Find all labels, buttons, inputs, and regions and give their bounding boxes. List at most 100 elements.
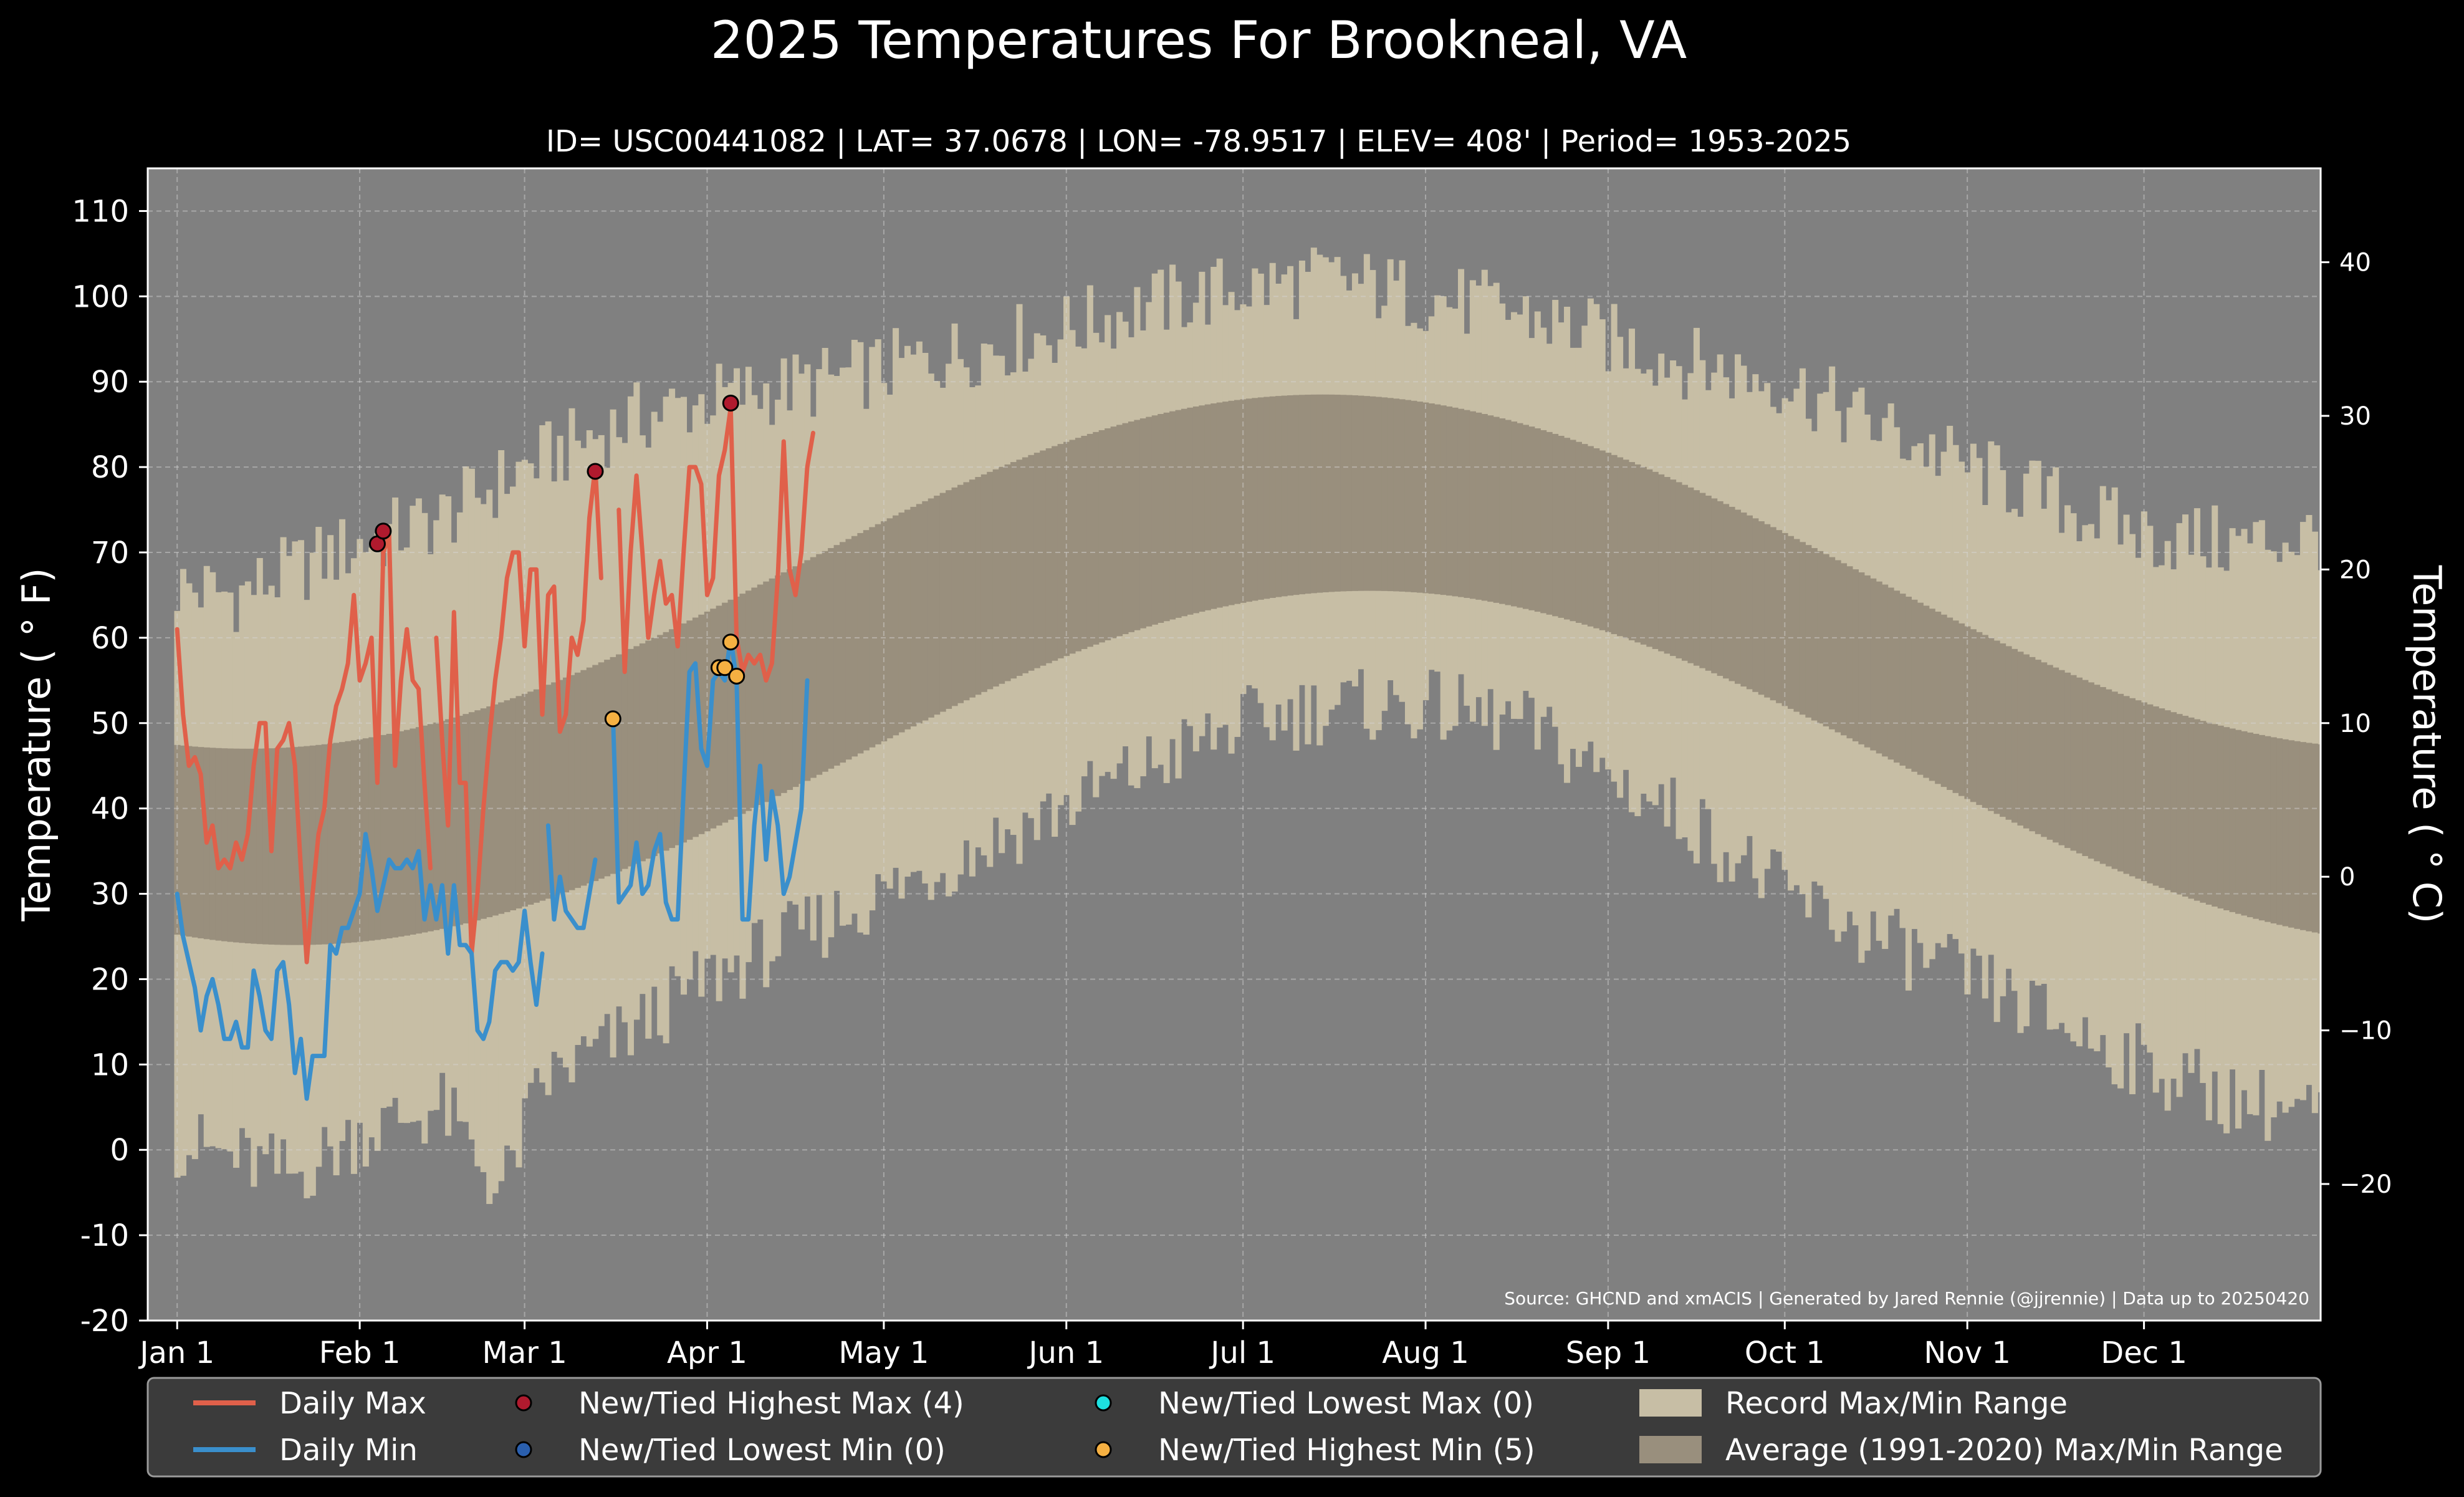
- average-range-bar: [1540, 430, 1547, 614]
- average-range-bar: [1505, 420, 1512, 605]
- average-range-bar: [1158, 413, 1164, 623]
- average-range-bar: [1781, 532, 1788, 706]
- x-tick-label: Aug 1: [1382, 1336, 1469, 1370]
- average-range-bar: [239, 748, 246, 943]
- average-range-bar: [663, 632, 669, 851]
- average-range-bar: [1522, 425, 1529, 609]
- average-range-bar: [840, 542, 846, 763]
- y-axis-left: -20 -10 0 10 20 30 40 50 60 70 80 90 100 110: [72, 194, 148, 1339]
- average-range-bar: [521, 693, 528, 907]
- y-tick-label: 30: [91, 877, 129, 912]
- legend-label-new-tied-highest-max-4: New/Tied Highest Max (4): [578, 1386, 964, 1421]
- average-range-bar: [586, 667, 593, 883]
- average-range-bar: [1446, 406, 1453, 596]
- average-range-bar: [2106, 689, 2112, 867]
- average-range-bar: [1605, 453, 1612, 632]
- average-range-bar: [1517, 423, 1523, 608]
- average-range-bar: [1269, 396, 1276, 598]
- legend-label-new-tied-lowest-max-0: New/Tied Lowest Max (0): [1158, 1386, 1534, 1421]
- average-range-bar: [1964, 626, 1971, 799]
- average-range-bar: [828, 548, 835, 769]
- y-right-tick-label: 30: [2339, 402, 2371, 431]
- average-range-bar: [1705, 495, 1712, 671]
- average-range-bar: [1770, 527, 1776, 701]
- legend-box: [146, 1377, 2322, 1478]
- average-range-bar: [2241, 731, 2248, 916]
- average-range-bar: [757, 584, 764, 806]
- average-range-bar: [669, 629, 676, 849]
- average-range-bar: [1263, 397, 1270, 599]
- x-tick-label: Jun 1: [1027, 1336, 1104, 1370]
- daily-max-line: [616, 405, 815, 683]
- average-range-bar: [1699, 493, 1706, 668]
- average-range-bar: [2253, 733, 2260, 919]
- daily-max-line: [175, 533, 433, 965]
- average-range-bar: [1040, 450, 1047, 666]
- average-range-bar: [2282, 739, 2289, 927]
- average-range-bar: [2200, 721, 2207, 903]
- average-range-bar: [987, 471, 994, 690]
- average-range-bar: [2170, 712, 2177, 893]
- average-range-bar: [893, 515, 899, 736]
- average-range-bar: [557, 680, 563, 895]
- average-range-bar: [2217, 725, 2224, 909]
- average-range-bar: [1045, 448, 1052, 663]
- legend-label-daily-max: Daily Max: [279, 1386, 426, 1421]
- average-range-bar: [1464, 410, 1470, 598]
- average-range-bar: [1587, 446, 1594, 627]
- average-range-bar: [2088, 682, 2094, 859]
- average-range-bar: [1876, 581, 1882, 754]
- x-tick-label: Jan 1: [138, 1336, 214, 1370]
- average-range-bar: [1351, 395, 1358, 591]
- average-range-bar: [1146, 416, 1153, 627]
- average-range-bar: [1817, 551, 1824, 724]
- average-range-bar: [934, 495, 941, 715]
- average-range-bar: [439, 721, 446, 929]
- average-range-bar: [1052, 446, 1058, 661]
- average-range-bar: [722, 602, 729, 823]
- average-range-bar: [769, 578, 775, 799]
- y-right-tick-label: 20: [2339, 556, 2371, 584]
- average-range-bar: [1552, 433, 1559, 617]
- average-range-bar: [1940, 614, 1947, 787]
- average-range-bar: [2159, 708, 2165, 888]
- average-range-bar: [1457, 408, 1465, 597]
- y-right-tick-label: −10: [2339, 1017, 2392, 1046]
- average-range-bar: [286, 747, 293, 945]
- average-range-bar: [1899, 594, 1906, 766]
- average-range-bar: [421, 725, 428, 933]
- average-range-bar: [2029, 657, 2036, 832]
- average-range-bar: [1069, 440, 1076, 654]
- average-range-bar: [2140, 702, 2147, 882]
- plot-frame: [146, 167, 2322, 1322]
- average-range-bar: [1752, 518, 1759, 692]
- average-range-bar: [2058, 670, 2065, 845]
- average-range-bar: [1611, 455, 1618, 635]
- average-range-bar: [398, 731, 405, 937]
- average-range-bar: [1016, 460, 1023, 676]
- average-range-bar: [739, 594, 746, 814]
- average-range-bar: [875, 524, 881, 744]
- average-range-bar: [1776, 530, 1783, 703]
- average-range-bar: [1363, 396, 1370, 591]
- average-range-bar: [186, 746, 193, 937]
- average-range-bar: [657, 635, 664, 854]
- average-range-bar: [1033, 453, 1040, 668]
- average-range-bar: [256, 748, 263, 945]
- average-range-bar: [1399, 399, 1406, 592]
- y-right-tick-label: 10: [2339, 710, 2371, 738]
- average-range-bar: [1222, 402, 1229, 607]
- average-range-bar: [2176, 714, 2183, 895]
- average-range-bar: [345, 741, 352, 943]
- average-range-bar: [1105, 428, 1111, 640]
- y-axis-right: −20 −10 0 10 20 30 40: [2321, 249, 2392, 1199]
- average-range-bar: [1346, 395, 1353, 592]
- average-range-bar: [403, 729, 410, 936]
- average-range-bar: [1823, 554, 1829, 727]
- average-range-bar: [1416, 402, 1423, 593]
- average-range-bar: [1134, 420, 1141, 630]
- average-range-bar: [1422, 402, 1429, 594]
- average-range-bar: [922, 501, 929, 721]
- average-range-bar: [2147, 704, 2154, 883]
- average-range-bar: [2294, 741, 2301, 929]
